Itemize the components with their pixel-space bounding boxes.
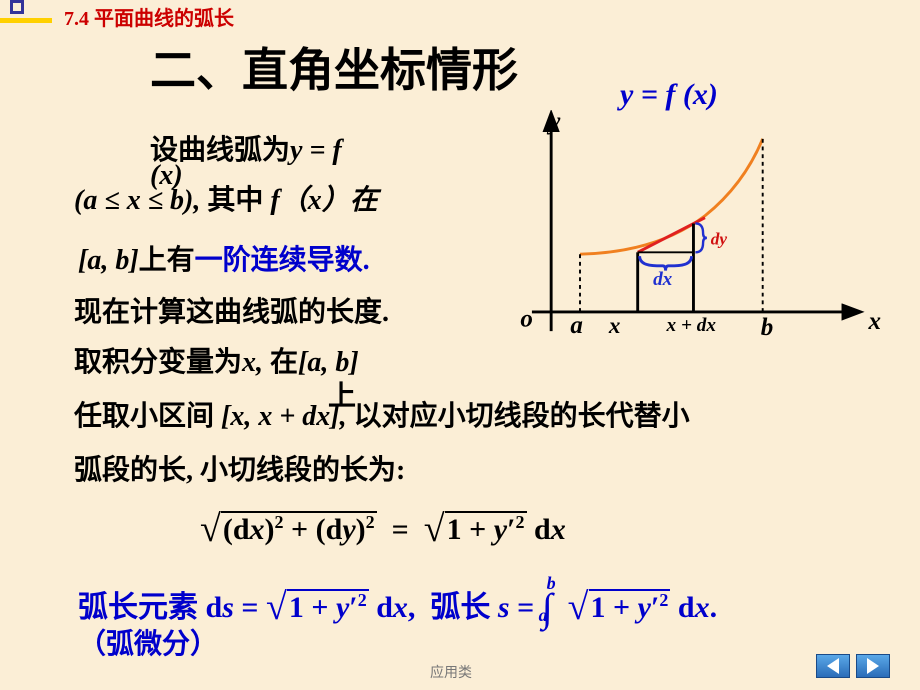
triangle-right-icon xyxy=(867,658,879,674)
arc-differential-label: （弧微分） xyxy=(78,622,218,662)
triangle-left-icon xyxy=(827,658,839,674)
svg-text:x: x xyxy=(608,312,621,338)
svg-text:dx: dx xyxy=(653,269,673,290)
arc-length-diagram: o y x a b x x + dx dx dy xyxy=(505,110,905,360)
formula-sqrt: √(dx)2 + (dy)2 = √1 + y′2 dx xyxy=(200,505,566,549)
svg-text:y: y xyxy=(546,110,561,135)
deco-box xyxy=(10,0,24,14)
body-line-2: (a ≤ x ≤ b), 其中 f（x）在 xyxy=(74,178,378,218)
body-line-4: 现在计算这曲线弧的长度. xyxy=(74,290,389,330)
body-line-6: 任取小区间 [x, x + dx], 以对应小切线段的长代替小 xyxy=(74,394,690,434)
body-line-5: 取积分变量为x, 在[a, b] xyxy=(74,340,359,380)
svg-text:o: o xyxy=(520,305,533,332)
svg-text:dy: dy xyxy=(711,230,728,249)
formula-arc-element: 弧长元素 ds = √1 + y′2 dx, 弧长 s = ∫ba √1 + y… xyxy=(78,580,717,627)
nav-prev-button[interactable] xyxy=(816,654,850,678)
section-header: 7.4 平面曲线的弧长 xyxy=(64,2,234,31)
svg-text:a: a xyxy=(570,312,583,339)
nav-next-button[interactable] xyxy=(856,654,890,678)
svg-text:b: b xyxy=(761,314,773,341)
body-line-7: 弧段的长, 小切线段的长为: xyxy=(74,448,405,488)
page-title: 二、直角坐标情形 xyxy=(150,34,518,100)
svg-text:x: x xyxy=(867,308,881,335)
footer-label: 应用类 xyxy=(430,662,472,682)
svg-text:x + dx: x + dx xyxy=(666,315,717,336)
deco-bar xyxy=(0,18,52,23)
curve-equation-label: y = f (x) xyxy=(620,78,718,112)
body-line-3: [a, b]上有一阶连续导数. xyxy=(78,238,370,278)
